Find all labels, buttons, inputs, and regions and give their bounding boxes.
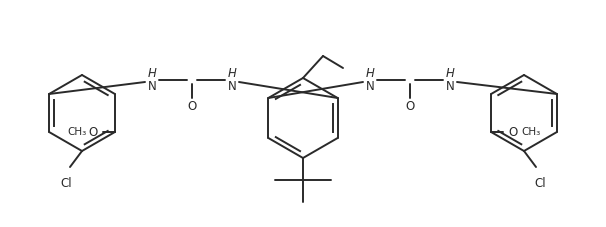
- Text: O: O: [88, 126, 98, 138]
- Text: H: H: [148, 67, 156, 80]
- Text: N: N: [228, 80, 236, 93]
- Text: N: N: [148, 80, 156, 93]
- Text: CH₃: CH₃: [67, 127, 87, 137]
- Text: Cl: Cl: [534, 177, 546, 190]
- Text: N: N: [445, 80, 454, 93]
- Text: Cl: Cl: [60, 177, 72, 190]
- Text: O: O: [508, 126, 518, 138]
- Text: O: O: [187, 100, 196, 113]
- Text: H: H: [365, 67, 375, 80]
- Text: CH₃: CH₃: [522, 127, 541, 137]
- Text: N: N: [365, 80, 375, 93]
- Text: O: O: [405, 100, 415, 113]
- Text: H: H: [228, 67, 236, 80]
- Text: H: H: [445, 67, 454, 80]
